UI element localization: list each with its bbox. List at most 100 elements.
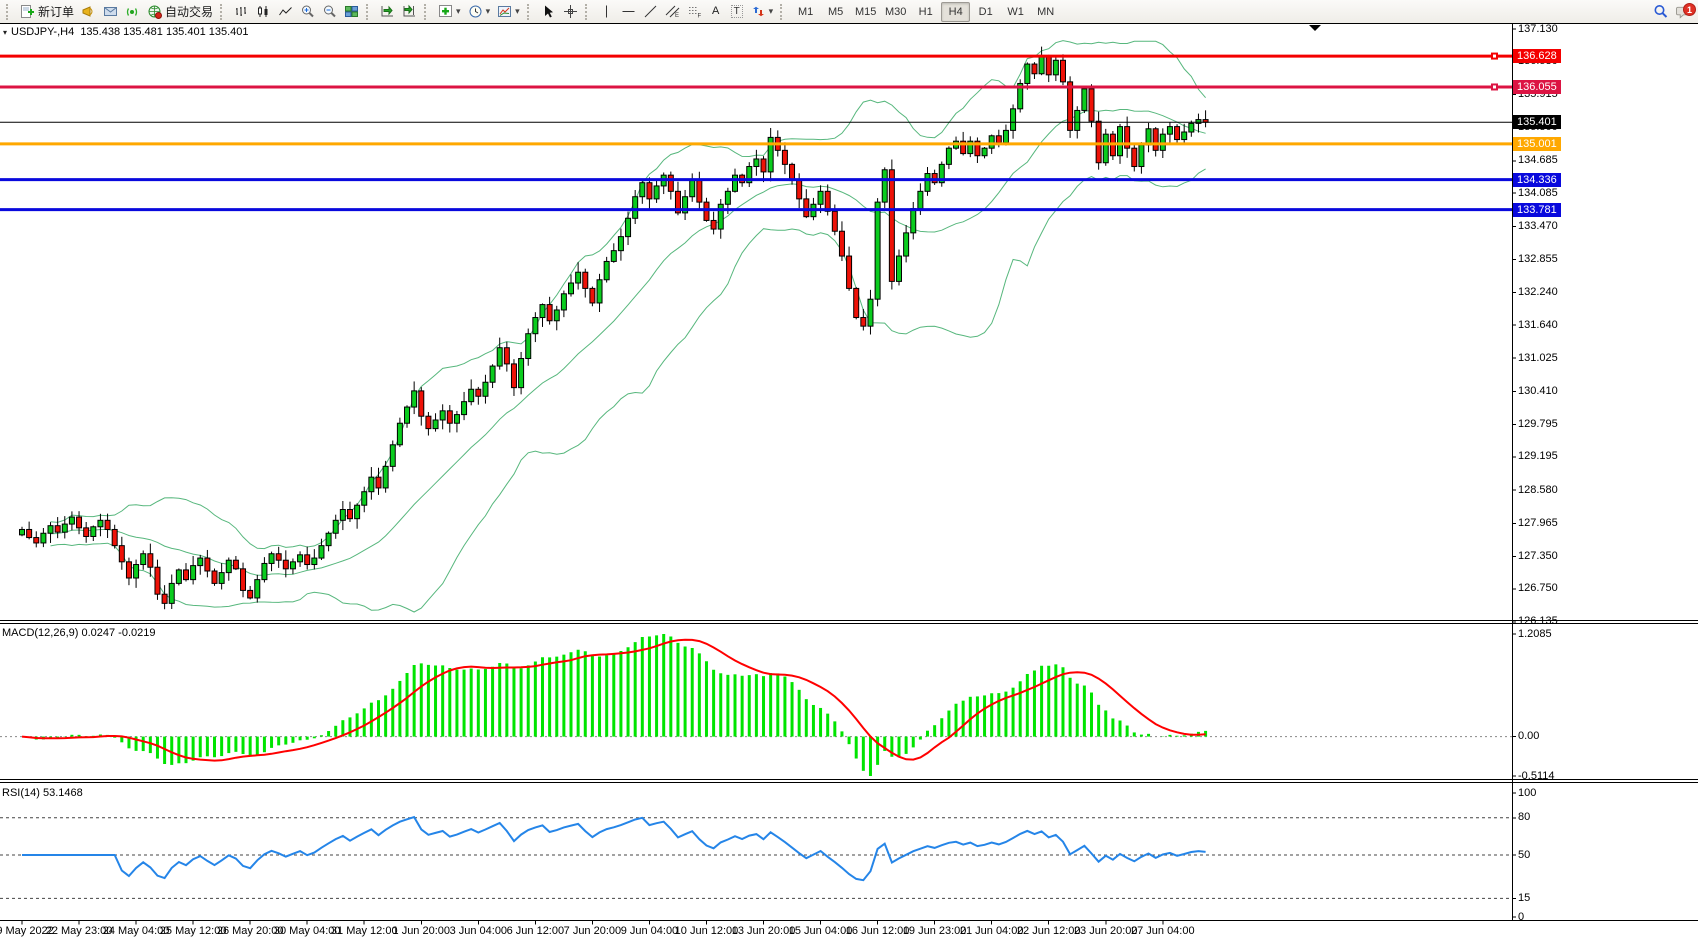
text-tool-icon: A	[711, 5, 720, 17]
chart-ohlc-values: 135.438 135.481 135.401 135.401	[80, 26, 249, 38]
toolbar-grip[interactable]	[424, 3, 431, 20]
barchart-button[interactable]	[231, 2, 252, 22]
macd-tick-label: -0.5114	[1518, 769, 1555, 782]
rsi-indicator-label: RSI(14) 53.1468	[2, 787, 83, 799]
svg-text:E: E	[675, 13, 679, 19]
timeframe-button-D1[interactable]: D1	[978, 5, 993, 18]
autotrading-button[interactable]: 自动交易	[144, 2, 216, 22]
crosshair-icon	[563, 5, 577, 18]
timeframe-toolbar: M1 M5 M15 M30 H1 H4 D1 W1 MN	[791, 1, 1060, 22]
new-order-icon	[21, 5, 34, 18]
templates-button[interactable]: ▾	[494, 2, 523, 22]
arrows-tool-button[interactable]: ▾	[748, 2, 777, 22]
price-level-badge: 136.055	[1513, 79, 1561, 94]
price-tick-label: 127.350	[1518, 549, 1558, 562]
templates-caret: ▾	[515, 6, 520, 16]
chart-title-arrow-icon: ▾	[3, 28, 8, 37]
arrows-tool-icon	[752, 6, 764, 17]
time-axis-label: 19 Jun 23:00	[902, 925, 967, 937]
time-axis-label: 9 Jun 04:00	[620, 925, 679, 937]
time-axis-label: 16 Jun 12:00	[845, 925, 910, 937]
signals-icon	[126, 8, 138, 16]
rsi-tick-label: 100	[1518, 786, 1537, 799]
time-axis-label: 6 Jun 12:00	[506, 925, 565, 937]
signals-button[interactable]	[122, 2, 143, 22]
label-tool-icon: T	[730, 5, 743, 18]
toolbar-grip[interactable]	[526, 3, 534, 20]
templates-icon	[498, 6, 512, 17]
time-axis-label: 27 Jun 04:00	[1130, 925, 1195, 937]
timeframe-button-MN[interactable]: MN	[1037, 5, 1055, 18]
toolbar-grip[interactable]	[780, 3, 787, 20]
timeframe-button-W1[interactable]: W1	[1007, 5, 1024, 18]
chart-shift-marker[interactable]	[1309, 25, 1321, 31]
time-axis-label: 21 Jun 04:00	[959, 925, 1024, 937]
current-price-badge: 135.401	[1513, 115, 1561, 130]
periods-caret: ▾	[485, 6, 491, 16]
rsi-tick-label: 0	[1518, 910, 1525, 923]
zoom-out-button[interactable]	[319, 2, 340, 22]
svg-text:F: F	[697, 14, 701, 20]
bollinger-lo-band	[50, 168, 1206, 613]
news-megaphone-button[interactable]	[78, 2, 99, 22]
price-tick-label: 129.195	[1518, 450, 1558, 463]
text-tool-button[interactable]: A	[706, 2, 726, 22]
indicators-icon	[439, 5, 453, 17]
time-axis-label: 22 May 23:00	[45, 925, 113, 937]
time-axis-label: 25 May 12:00	[159, 925, 227, 937]
time-axis-label: 15 Jun 04:00	[788, 925, 853, 937]
new-order-button[interactable]: 新订单	[17, 2, 77, 22]
indicators-button[interactable]: ▾	[435, 2, 464, 22]
toolbar-grip[interactable]	[366, 3, 373, 20]
bollinger-up-band	[50, 40, 1206, 550]
price-tick-label: 128.580	[1518, 483, 1558, 496]
timeframe-button-H1[interactable]: H1	[918, 5, 933, 18]
timeframe-button-M1[interactable]: M1	[798, 5, 814, 18]
timeframe-button-M30[interactable]: M30	[884, 5, 907, 18]
price-level-badge: 134.336	[1513, 172, 1561, 187]
mailbox-icon	[104, 7, 118, 16]
autoscroll-button[interactable]	[377, 2, 398, 22]
time-axis-label: 3 Jun 04:00	[449, 925, 508, 937]
search-button[interactable]	[1650, 2, 1672, 22]
linechart-button[interactable]	[275, 2, 296, 22]
tile-windows-button[interactable]	[341, 2, 362, 22]
price-tick-label: 134.085	[1518, 186, 1558, 199]
zoom-in-button[interactable]	[297, 2, 318, 22]
arrows-caret: ▾	[768, 6, 774, 16]
notifications-button[interactable]: 1	[1673, 2, 1696, 22]
horizontal-line-button[interactable]	[618, 2, 639, 22]
macd-tick-label: 0.00	[1518, 730, 1540, 743]
chart-shift-button[interactable]	[399, 2, 420, 22]
horizontal-line-icon	[622, 11, 635, 12]
cursor-button[interactable]	[538, 2, 559, 22]
timeframe-button-M5[interactable]: M5	[828, 5, 844, 18]
zoom-in-icon	[302, 5, 314, 18]
equidistant-channel-button[interactable]: E	[662, 2, 683, 22]
label-tool-button[interactable]: T	[727, 2, 747, 22]
candlestick-button[interactable]	[253, 2, 274, 22]
chart-symbol-period: USDJPY-,H4	[11, 26, 75, 38]
toolbar-grip[interactable]	[6, 3, 13, 20]
fibonacci-button[interactable]: F	[684, 2, 705, 22]
tile-windows-icon	[345, 6, 359, 17]
time-axis-label: 22 Jun 12:00	[1016, 925, 1081, 937]
price-tick-label: 127.965	[1518, 516, 1558, 529]
vertical-line-button[interactable]	[596, 2, 617, 22]
toolbar-grip[interactable]	[584, 3, 592, 20]
crosshair-button[interactable]	[560, 2, 581, 22]
timeframe-button-M15[interactable]: M15	[854, 5, 877, 18]
price-tick-label: 132.240	[1518, 286, 1558, 299]
autoscroll-icon	[381, 5, 394, 17]
time-axis-label: 30 May 04:00	[273, 925, 341, 937]
toolbar-grip[interactable]	[220, 3, 227, 20]
equidistant-channel-icon: E	[665, 5, 679, 19]
fibonacci-icon: F	[688, 7, 701, 20]
price-tick-label: 132.855	[1518, 253, 1558, 266]
periods-button[interactable]: ▾	[465, 2, 494, 22]
trendline-button[interactable]	[640, 2, 661, 22]
timeframe-button-H4[interactable]: H4	[941, 1, 971, 22]
autotrading-label: 自动交易	[165, 5, 214, 19]
mailbox-button[interactable]	[100, 2, 121, 22]
